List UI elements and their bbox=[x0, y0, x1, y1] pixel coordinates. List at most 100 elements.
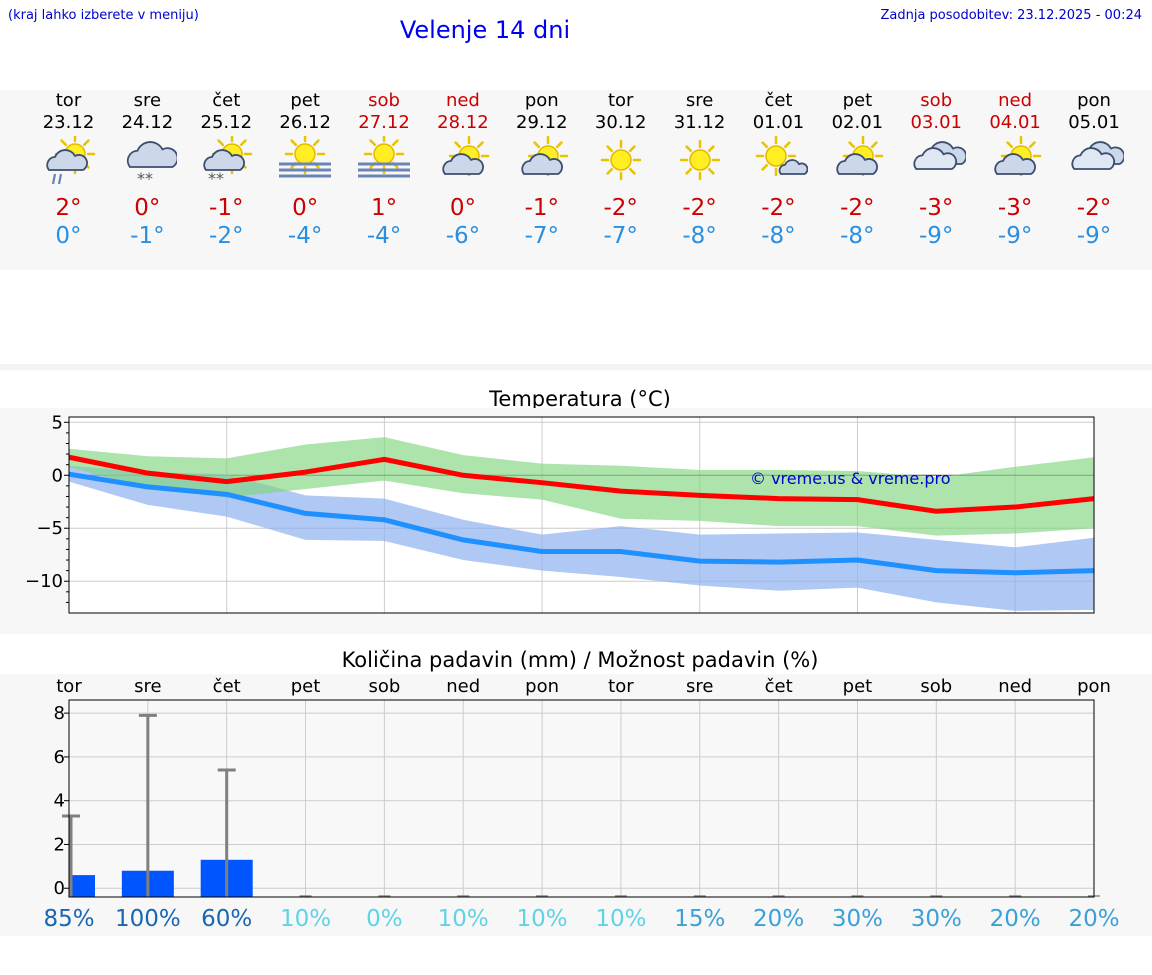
day-date: 03.01 bbox=[910, 112, 962, 133]
day-date: 29.12 bbox=[516, 112, 568, 133]
copyright-watermark: © vreme.us & vreme.pro bbox=[750, 469, 951, 488]
day-name: pet bbox=[842, 90, 873, 111]
x-day-label: čet bbox=[765, 676, 793, 697]
day-date: 24.12 bbox=[121, 112, 174, 133]
location-menu-hint[interactable]: (kraj lahko izberete v meniju) bbox=[8, 8, 199, 23]
min-temperature: 0° bbox=[55, 223, 82, 249]
y-tick-label: 6 bbox=[54, 747, 65, 768]
day-name: sre bbox=[685, 90, 714, 111]
day-column: pon 05.01 -2° -9° bbox=[1055, 90, 1133, 250]
sun-fog-icon bbox=[358, 136, 411, 178]
x-day-label: ned bbox=[998, 676, 1032, 697]
day-date: 01.01 bbox=[752, 112, 805, 133]
day-date: 27.12 bbox=[358, 112, 410, 133]
day-name: čet bbox=[764, 90, 793, 111]
precipitation-probability: 20% bbox=[1068, 906, 1119, 932]
day-name: pon bbox=[524, 90, 559, 111]
max-temperature: -2° bbox=[603, 195, 638, 221]
day-name: tor bbox=[55, 90, 82, 111]
day-date: 30.12 bbox=[594, 112, 647, 133]
precipitation-probability: 30% bbox=[832, 906, 883, 932]
day-column: sob 03.01 -3° -9° bbox=[897, 90, 975, 250]
y-tick-label: −5 bbox=[36, 518, 63, 539]
max-temperature: -1° bbox=[524, 195, 560, 221]
separator bbox=[0, 364, 1152, 370]
day-name: sre bbox=[133, 90, 162, 111]
min-temperature: -2° bbox=[209, 223, 244, 249]
precipitation-probability: 30% bbox=[911, 906, 962, 932]
day-column: tor 30.12 -2° -7° bbox=[582, 90, 660, 250]
day-date: 26.12 bbox=[279, 112, 331, 133]
sun-cloud-rain-icon bbox=[45, 136, 95, 185]
day-date: 05.01 bbox=[1068, 112, 1120, 133]
y-tick-label: 0 bbox=[54, 878, 65, 899]
precipitation-bar bbox=[69, 875, 95, 897]
min-temperature: -4° bbox=[366, 223, 402, 249]
precipitation-probability: 10% bbox=[438, 906, 489, 932]
day-name: ned bbox=[445, 90, 480, 111]
min-temperature-range-band bbox=[69, 465, 1094, 611]
precipitation-probability: 10% bbox=[517, 906, 568, 932]
max-temperature: 0° bbox=[134, 195, 161, 221]
precipitation-probability: 0% bbox=[366, 906, 403, 932]
precipitation-probability: 10% bbox=[595, 906, 646, 932]
min-temperature-line bbox=[68, 471, 1095, 576]
day-name: sob bbox=[920, 90, 953, 111]
day-name: pet bbox=[290, 90, 320, 111]
min-temperature: -4° bbox=[287, 223, 323, 249]
x-day-label: sre bbox=[686, 676, 713, 697]
min-temperature: -8° bbox=[682, 223, 717, 249]
x-day-label: sob bbox=[368, 676, 400, 697]
sun-cloud-icon bbox=[521, 136, 569, 177]
x-day-label: pet bbox=[843, 676, 873, 697]
x-day-label: pet bbox=[291, 676, 321, 697]
min-temperature: -9° bbox=[997, 223, 1033, 249]
precipitation-chart-title: Količina padavin (mm) / Možnost padavin … bbox=[341, 648, 819, 672]
precipitation-probability: 60% bbox=[201, 906, 252, 932]
y-tick-label: −10 bbox=[25, 571, 63, 592]
day-date: 23.12 bbox=[42, 112, 95, 133]
day-column: pon 29.12 -1° -7° bbox=[503, 90, 581, 250]
day-column: čet 25.12 ** -1° -2° bbox=[187, 90, 265, 250]
precipitation-probability: 85% bbox=[43, 906, 94, 932]
x-day-label: pon bbox=[525, 676, 559, 697]
x-day-label: tor bbox=[56, 676, 82, 697]
y-tick-label: 4 bbox=[54, 791, 65, 812]
x-day-label: sre bbox=[134, 676, 161, 697]
max-temperature: 0° bbox=[449, 195, 476, 221]
day-column: sre 24.12 ** 0° -1° bbox=[108, 90, 186, 250]
x-day-label: tor bbox=[608, 676, 634, 697]
day-column: sre 31.12 -2° -8° bbox=[661, 90, 739, 250]
cloud-snow-icon: ** bbox=[127, 141, 178, 186]
min-temperature: -7° bbox=[603, 223, 638, 249]
svg-text:**: ** bbox=[208, 169, 224, 186]
day-column: pet 26.12 0° -4° bbox=[266, 90, 344, 250]
sun-cloud-snow-icon: ** bbox=[203, 136, 253, 186]
cloud-icon bbox=[913, 141, 967, 170]
min-temperature: -8° bbox=[840, 223, 875, 249]
last-updated: Zadnja posodobitev: 23.12.2025 - 00:24 bbox=[880, 8, 1142, 23]
max-temperature: -1° bbox=[209, 195, 244, 221]
min-temperature: -9° bbox=[919, 223, 954, 249]
day-column: sob 27.12 1° -4° bbox=[345, 90, 423, 250]
day-name: sob bbox=[368, 90, 400, 111]
sun-fog-icon bbox=[279, 136, 332, 178]
max-temperature: 0° bbox=[292, 195, 319, 221]
sun-icon bbox=[600, 139, 641, 181]
max-temperature: -2° bbox=[1076, 195, 1112, 221]
max-temperature: -2° bbox=[682, 195, 717, 221]
daily-forecast-panel: tor 23.12 2° 0° sre 24.12 ** 0° -1° čet 25.12 ** -1°… bbox=[0, 90, 1152, 270]
sun-icon bbox=[679, 139, 720, 181]
day-name: pon bbox=[1077, 90, 1111, 111]
day-column: tor 23.12 2° 0° bbox=[30, 90, 108, 250]
precipitation-probability: 100% bbox=[115, 906, 181, 932]
day-name: tor bbox=[607, 90, 634, 111]
max-temperature: 1° bbox=[370, 195, 398, 221]
precipitation-chart: tor sre čet pet sob ned pon tor sre čet pet sob ned p… bbox=[0, 674, 1152, 936]
precipitation-probability: 15% bbox=[674, 906, 725, 932]
y-tick-label: 5 bbox=[52, 412, 63, 433]
max-temperature-line bbox=[68, 454, 1095, 514]
min-temperature: -8° bbox=[761, 223, 796, 249]
sun-cloud-icon bbox=[442, 136, 490, 177]
temperature-chart-title: Temperatura (°C) bbox=[489, 387, 671, 411]
